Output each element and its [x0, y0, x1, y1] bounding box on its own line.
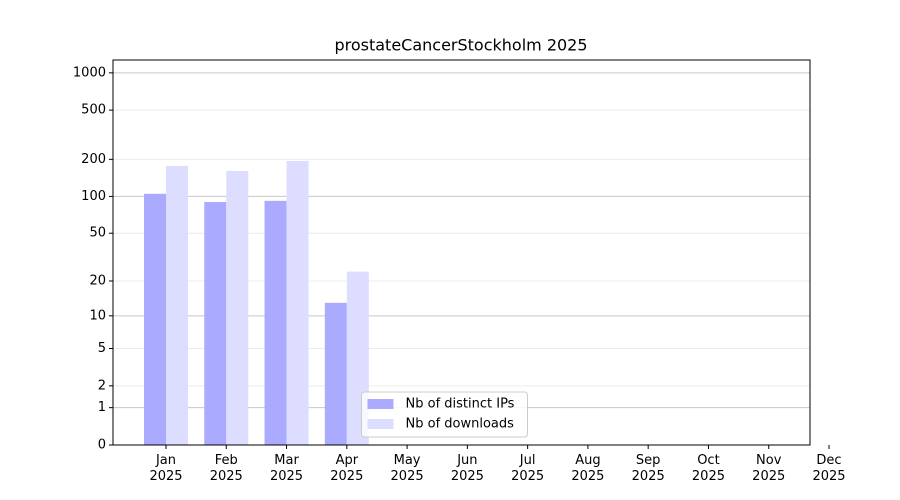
plot-frame — [112, 59, 811, 446]
bar — [286, 160, 309, 446]
x-tick-label: Aug 2025 — [571, 453, 605, 484]
legend-label: Nb of downloads — [406, 417, 515, 432]
bar — [226, 170, 249, 445]
y-tick-label: 50 — [89, 226, 106, 241]
bar — [204, 202, 227, 445]
chart-title: prostateCancerStockholm 2025 — [334, 36, 587, 55]
y-tick-label: 100 — [81, 189, 106, 204]
y-tick-label: 1 — [98, 400, 106, 415]
x-tick-label: Mar 2025 — [269, 453, 304, 484]
x-tick-label: Apr 2025 — [330, 453, 364, 484]
x-tick-label: Jan 2025 — [149, 453, 183, 484]
x-tick-label: Feb 2025 — [209, 453, 243, 484]
x-tick-label: Jun 2025 — [450, 453, 484, 484]
y-tick-label: 20 — [89, 274, 106, 289]
y-tick-label: 0 — [98, 438, 106, 453]
x-tick-label: May 2025 — [390, 453, 424, 484]
legend-swatch — [367, 419, 394, 429]
y-tick-label: 2 — [98, 378, 106, 393]
y-tick-label: 5 — [98, 341, 106, 356]
y-tick-label: 500 — [81, 103, 106, 118]
x-tick-label: Oct 2025 — [691, 453, 725, 484]
bar — [166, 165, 188, 445]
legend-label: Nb of distinct IPs — [406, 397, 515, 412]
bar — [264, 200, 287, 445]
legend-box — [361, 391, 528, 438]
x-tick-label: Sep 2025 — [631, 453, 665, 484]
legend-swatch — [367, 399, 394, 409]
bar — [324, 302, 347, 445]
x-tick-label: Jul 2025 — [511, 453, 545, 484]
legend: Nb of distinct IPs Nb of downloads — [361, 391, 528, 438]
x-tick-label: Dec 2025 — [812, 453, 846, 484]
y-tick-label: 10 — [89, 308, 106, 323]
x-tick-label: Nov 2025 — [752, 453, 786, 484]
y-tick-label: 1000 — [73, 65, 106, 80]
bar — [144, 193, 166, 445]
y-tick-label: 200 — [81, 152, 106, 167]
